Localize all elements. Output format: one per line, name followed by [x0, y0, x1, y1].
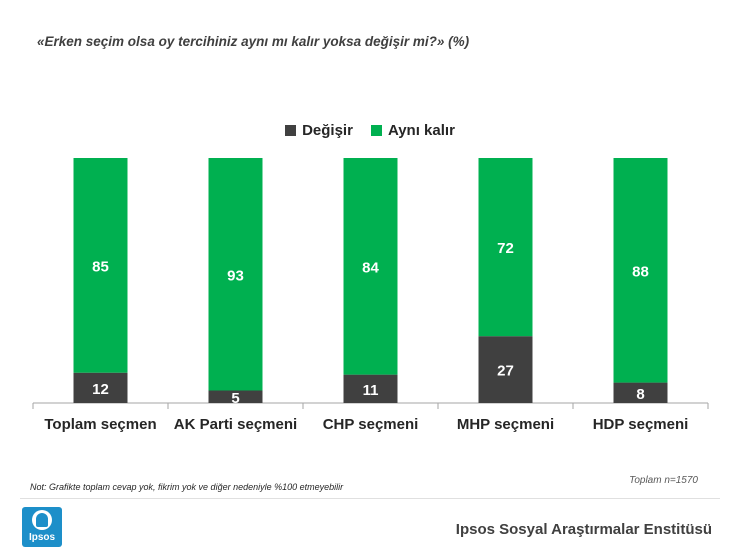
legend-label-degisir: Değişir — [302, 122, 353, 139]
bar-degisir — [613, 382, 668, 403]
footer-divider — [20, 498, 720, 499]
legend-swatch-degisir — [285, 125, 297, 136]
bar-ayni-kalir — [73, 158, 128, 373]
data-label-ayni-kalir: 93 — [227, 267, 244, 284]
data-label-degisir: 12 — [92, 381, 109, 398]
legend-label-ayni-kalir: Aynı kalır — [387, 122, 455, 139]
legend-item-ayni-kalir: Aynı kalır — [370, 122, 455, 139]
logo-text: Ipsos — [28, 532, 56, 543]
category-label: MHP seçmeni — [457, 416, 554, 433]
logo-mark-icon — [36, 513, 48, 527]
data-label-ayni-kalir: 85 — [92, 258, 109, 275]
chart-title: «Erken seçim olsa oy tercihiniz aynı mı … — [37, 34, 470, 49]
data-label-degisir: 5 — [231, 390, 239, 407]
legend: Değişir Aynı kalır — [0, 122, 740, 139]
legend-swatch-ayni-kalir — [370, 125, 382, 136]
data-label-ayni-kalir: 88 — [632, 263, 649, 280]
ipsos-logo: Ipsos — [22, 507, 62, 547]
data-label-degisir: 27 — [497, 363, 514, 380]
sample-size: Toplam n=1570 — [629, 475, 698, 486]
data-label-ayni-kalir: 84 — [362, 259, 379, 276]
bar-degisir — [73, 372, 128, 403]
bar-ayni-kalir — [478, 158, 533, 337]
bar-ayni-kalir — [343, 158, 398, 375]
bar-degisir — [208, 390, 263, 403]
stacked-bar-chart: 12 85 Toplam seçmen 5 93 AK Parti seçmeni 11 84… — [32, 158, 709, 433]
bar-ayni-kalir — [208, 158, 263, 391]
category-label: AK Parti seçmeni — [174, 416, 297, 433]
data-label-degisir: 8 — [636, 386, 644, 403]
category-label: HDP seçmeni — [593, 416, 689, 433]
data-label-ayni-kalir: 72 — [497, 240, 514, 257]
footnote: Not: Grafikte toplam cevap yok, fikrim y… — [30, 482, 344, 492]
bar-degisir — [478, 336, 533, 403]
category-label: CHP seçmeni — [323, 416, 419, 433]
category-label: Toplam seçmen — [44, 416, 156, 433]
institute-name: Ipsos Sosyal Araştırmalar Enstitüsü — [455, 521, 712, 538]
data-label-degisir: 11 — [363, 382, 379, 399]
bar-ayni-kalir — [613, 158, 668, 383]
bar-degisir — [343, 374, 398, 403]
legend-item-degisir: Değişir — [285, 122, 353, 139]
